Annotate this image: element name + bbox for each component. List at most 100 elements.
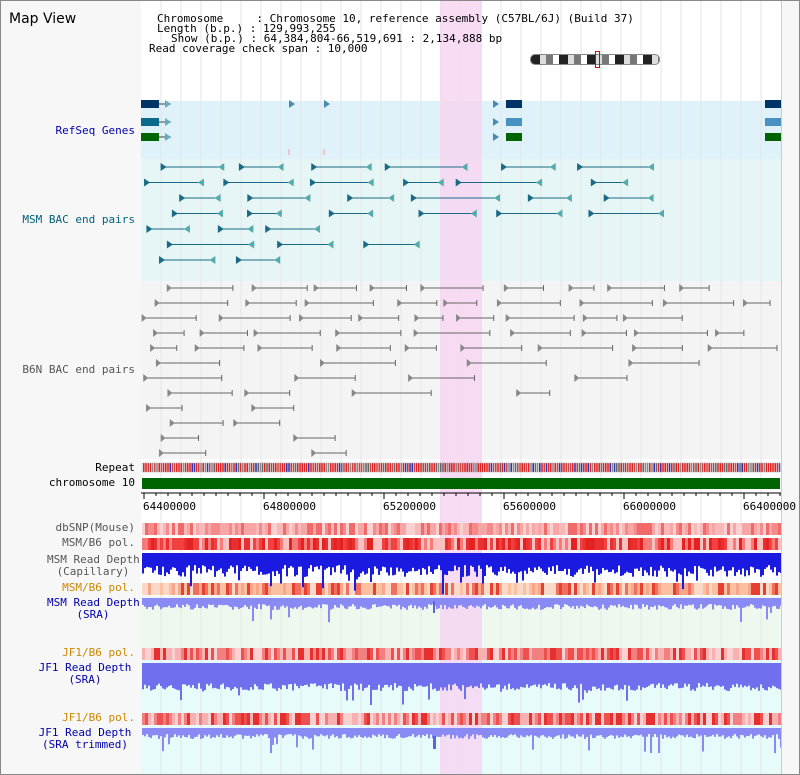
- heat-cell: [283, 523, 286, 535]
- repeat-mark: [264, 463, 266, 472]
- depth-bar: [502, 598, 504, 605]
- heat-cell: [187, 648, 190, 660]
- depth-bar: [284, 598, 286, 608]
- repeat-mark: [160, 463, 163, 472]
- depth-bar: [544, 663, 546, 685]
- heat-cell: [472, 523, 475, 535]
- depth-bar: [328, 553, 330, 567]
- repeat-mark: [356, 463, 358, 472]
- depth-bar: [670, 553, 672, 571]
- heat-cell: [220, 648, 223, 660]
- bac-end-arrow: [577, 163, 584, 171]
- b6n-bac-label[interactable]: B6N BAC end pairs: [22, 363, 135, 376]
- depth-bar: [304, 728, 306, 737]
- heat-cell: [142, 713, 145, 725]
- heat-cell: [172, 523, 175, 535]
- depth-bar: [242, 728, 244, 739]
- heat-cell: [673, 713, 676, 725]
- depth-bar: [344, 598, 346, 609]
- heat-cell: [220, 713, 223, 725]
- depth-bar: [440, 598, 442, 605]
- depth-bar: [628, 663, 630, 686]
- depth-bar: [744, 553, 746, 577]
- depth-bar: [624, 553, 626, 574]
- depth-bar: [192, 553, 194, 571]
- msm-depth-capillary-label[interactable]: MSM Read Depth: [47, 553, 140, 566]
- depth-bar: [540, 598, 542, 610]
- depth-bar: [764, 553, 766, 570]
- depth-bar: [464, 553, 466, 566]
- heat-cell: [325, 523, 328, 535]
- depth-bar: [604, 663, 606, 691]
- depth-bar: [756, 728, 758, 736]
- depth-bar: [186, 553, 188, 568]
- bac-end-arrow: [293, 434, 299, 442]
- depth-bar: [448, 553, 450, 571]
- repeat-mark: [224, 463, 226, 472]
- msm-b6-pol-label[interactable]: MSM/B6 pol.: [62, 536, 135, 549]
- depth-bar: [194, 663, 196, 689]
- depth-bar: [452, 553, 454, 572]
- heat-cell: [661, 648, 664, 660]
- heat-cell: [511, 713, 514, 725]
- refseq-genes-label[interactable]: RefSeq Genes: [55, 124, 135, 137]
- heat-cell: [193, 583, 196, 595]
- bac-end-arrow: [707, 344, 713, 352]
- depth-bar: [264, 728, 266, 735]
- heat-cell: [415, 713, 418, 725]
- heat-cell: [217, 538, 220, 550]
- heat-cell: [226, 713, 229, 725]
- depth-bar: [684, 598, 686, 606]
- depth-bar: [474, 663, 476, 687]
- msm-bac-label[interactable]: MSM BAC end pairs: [22, 213, 135, 226]
- heat-cell: [241, 538, 244, 550]
- depth-bar: [150, 728, 152, 739]
- depth-bar: [772, 553, 774, 573]
- heat-cell: [511, 538, 514, 550]
- depth-bar: [664, 598, 666, 608]
- depth-bar: [762, 598, 764, 606]
- repeat-mark: [675, 463, 677, 472]
- heat-cell: [700, 523, 703, 535]
- depth-bar: [418, 598, 420, 607]
- repeat-label[interactable]: Repeat: [95, 461, 135, 474]
- depth-bar: [444, 553, 446, 575]
- jf1-depth-sra-label[interactable]: JF1 Read Depth: [38, 661, 132, 674]
- depth-bar: [414, 553, 416, 572]
- msm-depth-sra-label[interactable]: MSM Read Depth: [47, 596, 140, 609]
- depth-bar: [768, 663, 770, 687]
- depth-bar: [696, 553, 698, 581]
- heat-cell: [574, 523, 577, 535]
- depth-bar: [354, 598, 356, 607]
- depth-bar: [660, 728, 662, 735]
- repeat-mark: [297, 463, 299, 472]
- jf1-b6-pol-label[interactable]: JF1/B6 pol.: [62, 646, 135, 659]
- depth-bar: [288, 553, 290, 568]
- repeat-mark: [682, 463, 684, 472]
- heat-cell: [448, 648, 451, 660]
- repeat-mark: [149, 463, 152, 472]
- heat-cell: [586, 713, 589, 725]
- depth-bar: [634, 553, 636, 569]
- bac-end-arrow: [363, 240, 370, 249]
- depth-bar: [422, 553, 424, 568]
- depth-bar: [302, 728, 304, 739]
- depth-bar: [186, 663, 188, 686]
- depth-bar: [766, 598, 768, 620]
- depth-bar: [598, 598, 600, 610]
- heat-cell: [439, 583, 442, 595]
- jf1-depth-trim-label[interactable]: JF1 Read Depth: [38, 726, 132, 739]
- jf1-b6-pol-trim-label[interactable]: JF1/B6 pol.: [62, 711, 135, 724]
- heat-cell: [247, 523, 250, 535]
- repeat-mark: [444, 463, 446, 472]
- dbsnp-label[interactable]: dbSNP(Mouse): [55, 521, 135, 534]
- heat-cell: [754, 713, 757, 725]
- depth-bar: [256, 663, 258, 687]
- heat-cell: [685, 648, 688, 660]
- heat-cell: [547, 523, 550, 535]
- depth-bar: [682, 728, 684, 736]
- heat-cell: [382, 713, 385, 725]
- heat-cell: [271, 648, 274, 660]
- msm-b6-pol-sra-label[interactable]: MSM/B6 pol.: [62, 581, 135, 594]
